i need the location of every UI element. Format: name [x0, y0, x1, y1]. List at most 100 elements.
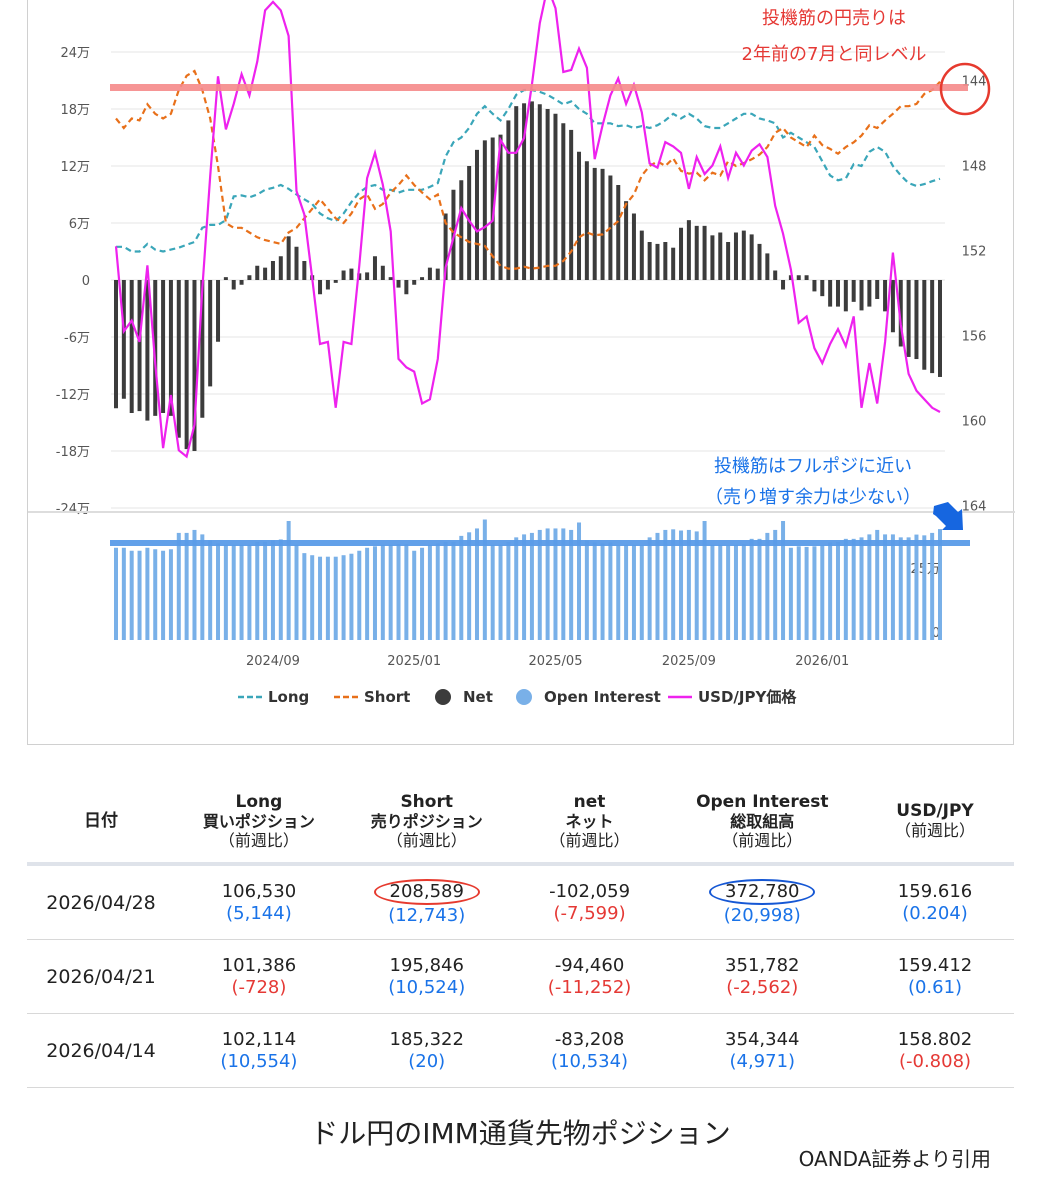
open-interest-bar: [443, 541, 448, 640]
y-right-tick-label: 148: [962, 160, 987, 175]
open-interest-bar: [372, 546, 377, 640]
net-bar: [420, 277, 425, 280]
y-left-tick-label: -12万: [56, 388, 90, 403]
net-bar: [302, 261, 307, 280]
net-bar: [733, 232, 738, 280]
cell-long: 101,386 (-728): [175, 939, 343, 1014]
open-interest-bar: [647, 537, 652, 640]
open-interest-bar: [341, 555, 346, 640]
net-bar: [239, 280, 244, 285]
highlight-red-ellipse: 208,589: [373, 878, 480, 905]
net-bar: [726, 242, 731, 280]
open-interest-bar: [930, 532, 935, 640]
open-interest-bar: [200, 534, 205, 640]
net-bar: [349, 268, 354, 280]
net-bar: [843, 280, 848, 312]
x-tick-label: 2025/01: [387, 654, 441, 669]
cell-short: 208,589 (12,743): [342, 864, 511, 940]
annotation-yen-selling-line2: 2年前の7月と同レベル: [742, 44, 927, 65]
net-bar: [671, 247, 676, 280]
cell-long: 102,114 (10,554): [175, 1013, 343, 1088]
open-interest-bar: [263, 541, 268, 640]
legend-label: USD/JPY価格: [698, 688, 797, 706]
open-interest-bar: [584, 540, 589, 640]
open-interest-bar: [914, 534, 919, 640]
net-bar: [938, 280, 942, 377]
net-bar: [435, 268, 440, 280]
net-bar: [514, 106, 519, 281]
y-right-tick-label: 160: [962, 415, 987, 430]
net-bar: [474, 149, 479, 280]
net-bar: [176, 280, 181, 438]
net-bar: [318, 280, 323, 295]
net-bar: [749, 234, 754, 280]
open-interest-bar: [835, 541, 840, 640]
open-interest-bar: [380, 544, 385, 640]
open-interest-bar: [537, 529, 542, 640]
net-bar: [129, 280, 134, 413]
net-bar: [851, 280, 856, 302]
open-interest-bar: [396, 544, 401, 640]
open-interest-bar: [686, 529, 691, 640]
net-bar: [828, 280, 833, 307]
cell-usdjpy: 158.802 (-0.808): [856, 1013, 1014, 1088]
net-bar: [365, 272, 370, 280]
legend-swatch: [435, 689, 451, 705]
open-interest-bar: [804, 546, 809, 640]
usdjpy-series-line: [114, 0, 941, 459]
net-bar: [883, 280, 888, 312]
header-usdjpy: USD/JPY （前週比）: [856, 780, 1014, 866]
cell-open-interest: 351,782 (-2,562): [668, 939, 857, 1014]
net-bar: [788, 275, 793, 280]
open-interest-bar: [459, 535, 464, 640]
open-interest-bar: [129, 550, 134, 640]
open-interest-bar: [765, 532, 770, 640]
open-interest-bar: [843, 538, 848, 640]
net-bar: [906, 280, 911, 357]
open-interest-bar: [192, 529, 197, 640]
open-interest-bar: [600, 543, 605, 640]
open-interest-bar: [631, 544, 636, 640]
net-bar: [459, 180, 464, 280]
open-interest-bar: [553, 528, 558, 640]
net-bar: [600, 168, 605, 280]
open-interest-bar: [545, 528, 550, 640]
net-bar: [286, 236, 291, 280]
red-level-line: [110, 84, 968, 91]
open-interest-bar: [922, 535, 927, 640]
open-interest-bar: [718, 544, 723, 640]
open-interest-bar: [216, 543, 221, 640]
open-interest-bar: [333, 556, 338, 640]
annotation-full-position-line2: （売り増す余力は少ない）: [705, 487, 921, 508]
open-interest-bar: [906, 537, 911, 640]
net-bar: [270, 261, 275, 280]
net-bar: [380, 265, 385, 280]
open-interest-bar: [310, 555, 315, 640]
net-bar: [781, 280, 786, 290]
header-short: Short 売りポジション （前週比）: [342, 780, 511, 866]
open-interest-bar: [788, 547, 793, 640]
open-interest-bar: [161, 550, 166, 640]
open-interest-bar: [655, 532, 660, 640]
net-bar: [357, 273, 362, 280]
open-interest-bar: [137, 550, 142, 640]
open-interest-bar: [325, 556, 330, 640]
cell-date: 2026/04/28: [27, 864, 176, 940]
open-interest-bar: [726, 545, 731, 640]
net-bar: [372, 256, 377, 280]
open-interest-bar: [514, 537, 519, 640]
cell-date: 2026/04/21: [27, 939, 176, 1014]
net-bar: [114, 280, 118, 409]
open-interest-bar: [427, 544, 432, 640]
net-bar: [796, 275, 801, 280]
open-interest-bar: [851, 538, 856, 640]
open-interest-bar: [506, 541, 511, 640]
net-bar: [396, 280, 401, 288]
net-bar: [522, 103, 527, 280]
figure-caption: ドル円のIMM通貨先物ポジション: [310, 1117, 731, 1150]
open-interest-bar: [898, 537, 903, 640]
open-interest-bar: [522, 534, 527, 640]
open-interest-bar: [184, 532, 189, 640]
net-bar: [412, 280, 417, 285]
positions-table: 日付 Long 買いポジション （前週比） Short 売りポジション （前週比） ne…: [27, 780, 1014, 1088]
